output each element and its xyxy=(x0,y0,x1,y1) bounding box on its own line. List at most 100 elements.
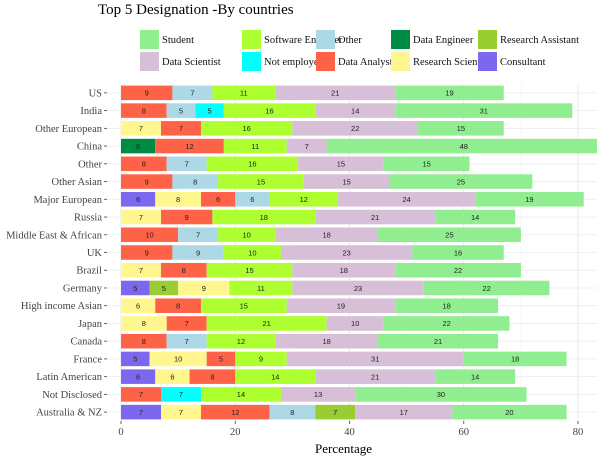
bar-segment-data-scientist xyxy=(315,369,436,384)
bar-segment-data-analyst xyxy=(121,227,179,243)
legend-label-data-scientist: Data Scientist xyxy=(162,57,221,68)
bar-value-label: 8 xyxy=(142,337,146,346)
bar-value-label: 21 xyxy=(331,89,339,98)
bar-value-label: 31 xyxy=(480,106,488,115)
bar-segment-student xyxy=(378,227,521,243)
bar-segment-data-analyst xyxy=(166,316,207,331)
bar-segment-student xyxy=(395,85,504,101)
bar-value-label: 12 xyxy=(300,195,308,204)
bar-value-label: 25 xyxy=(457,177,465,186)
bar-segment-consultant xyxy=(121,404,161,420)
legend-label-student: Student xyxy=(162,35,194,46)
bar-row-china: 6 12 11 7 48 xyxy=(121,138,597,154)
bar-segment-data-scientist xyxy=(315,103,396,118)
bar-segment-other xyxy=(172,245,224,260)
bar-value-label: 21 xyxy=(371,213,379,222)
legend-label-data-engineer: Data Engineer xyxy=(413,35,474,46)
bar-segment-data-scientist xyxy=(286,298,396,313)
bar-value-label: 15 xyxy=(240,302,248,311)
bar-value-label: 6 xyxy=(250,195,254,204)
chart-title: Top 5 Designation -By countries xyxy=(98,2,294,18)
bar-value-label: 7 xyxy=(139,124,143,133)
bar-row-russia: 7 9 18 21 14 xyxy=(121,209,516,225)
bar-segment-data-analyst xyxy=(189,369,236,384)
bar-segment-software-engineer xyxy=(206,156,299,172)
bar-segment-data-scientist xyxy=(292,121,419,136)
bar-row-india: 8 5 5 16 14 31 xyxy=(121,103,573,118)
bar-segment-consultant xyxy=(121,369,156,384)
bar-segment-data-analyst xyxy=(155,138,224,154)
y-axis: US India Other European China Other Other Asi… xyxy=(6,88,107,419)
bar-value-label: 8 xyxy=(142,160,146,169)
bar-value-label: 15 xyxy=(342,177,350,186)
bar-segment-student xyxy=(395,298,499,313)
bar-segment-data-scientist xyxy=(275,333,379,349)
bar-value-label: 7 xyxy=(139,266,143,275)
bar-segment-other xyxy=(269,404,316,420)
bar-segment-not-employed xyxy=(195,103,224,118)
bar-row-high-income-asian: 6 8 15 19 18 xyxy=(121,298,499,313)
bar-value-label: 6 xyxy=(136,372,140,381)
bar-value-label: 12 xyxy=(231,408,239,417)
bar-segment-not-employed xyxy=(160,387,201,402)
legend-label-research-scientist: Research Scientist xyxy=(413,57,490,68)
bar-segment-student xyxy=(326,138,597,154)
legend-swatch-software-engineer xyxy=(242,30,261,49)
bar-segment-software-engineer xyxy=(218,174,304,189)
bar-value-label: 10 xyxy=(248,248,256,257)
bar-value-label: 8 xyxy=(290,408,294,417)
bar-segment-student xyxy=(463,351,567,367)
bar-segment-student xyxy=(435,209,516,225)
bar-segment-student xyxy=(435,369,516,384)
legend-swatch-data-engineer xyxy=(391,30,410,49)
bar-segment-student xyxy=(389,174,533,189)
bar-segment-data-analyst xyxy=(160,209,213,225)
bar-value-label: 15 xyxy=(245,266,253,275)
bar-segment-software-engineer xyxy=(229,280,293,296)
bar-segment-software-engineer xyxy=(223,245,281,260)
x-tick-label: 40 xyxy=(344,427,355,438)
bar-segment-data-scientist xyxy=(326,316,384,331)
legend-label-other: Other xyxy=(338,35,362,46)
bar-value-label: 11 xyxy=(251,142,259,151)
bar-value-label: 5 xyxy=(133,284,137,293)
y-tick-label: China xyxy=(77,142,102,153)
bar-row-brazil: 7 8 15 18 22 xyxy=(121,262,521,278)
bar-segment-data-scientist xyxy=(355,404,453,420)
bar-segment-other xyxy=(166,103,196,118)
bar-value-label: 18 xyxy=(322,337,330,346)
bar-row-france: 5 10 5 9 31 18 xyxy=(121,351,567,367)
bar-segment-student xyxy=(383,316,510,331)
bar-segment-data-scientist xyxy=(292,280,424,296)
legend-label-not-employed: Not employed xyxy=(264,57,325,68)
bar-value-label: 6 xyxy=(170,372,174,381)
bar-value-label: 7 xyxy=(139,213,143,222)
y-tick-label: Canada xyxy=(71,337,103,348)
bar-segment-research-scientist xyxy=(160,404,201,420)
bar-segment-software-engineer xyxy=(200,298,287,313)
bar-value-label: 19 xyxy=(525,195,533,204)
bar-value-label: 21 xyxy=(371,372,379,381)
bar-value-label: 11 xyxy=(257,284,265,293)
bar-segment-research-scientist xyxy=(121,121,161,136)
bar-segment-software-engineer xyxy=(200,387,281,402)
bar-value-label: 18 xyxy=(511,355,519,364)
y-tick-label: Germany xyxy=(63,283,103,294)
bar-value-label: 17 xyxy=(400,408,408,417)
bar-value-label: 16 xyxy=(243,124,251,133)
bar-value-label: 7 xyxy=(190,89,194,98)
bar-segment-software-engineer xyxy=(218,227,276,243)
bar-value-label: 8 xyxy=(142,319,146,328)
legend-swatch-consultant xyxy=(478,52,497,71)
bar-segment-software-engineer xyxy=(223,138,287,154)
bar-value-label: 6 xyxy=(216,195,220,204)
bar-segment-student xyxy=(395,103,573,118)
legend-label-data-analyst: Data Analyst xyxy=(338,57,393,68)
bar-value-label: 6 xyxy=(136,142,140,151)
legend-label-consultant: Consultant xyxy=(500,57,546,68)
bar-value-label: 8 xyxy=(182,266,186,275)
bar-segment-data-scientist xyxy=(298,156,384,172)
bar-segment-research-scientist xyxy=(178,280,230,296)
bar-segment-software-engineer xyxy=(235,369,316,384)
bar-segment-other xyxy=(172,174,219,189)
